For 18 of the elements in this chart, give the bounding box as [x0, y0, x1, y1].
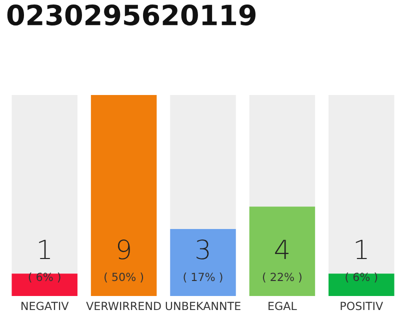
x-tick-label: EGAL: [268, 302, 297, 310]
x-tick-label: UNBEKANNTE: [166, 302, 240, 310]
annotation: ( 22% ): [262, 272, 302, 282]
bar: [12, 274, 78, 296]
bar: [328, 274, 394, 296]
x-tick-label: POSITIV: [340, 302, 384, 310]
data-label: 9: [118, 239, 130, 260]
data-label: 4: [275, 240, 288, 260]
annotation: ( 6% ): [28, 272, 60, 282]
annotation: ( 50% ): [104, 272, 144, 282]
x-tick-label: NEGATIV: [22, 302, 69, 310]
data-label: 1: [39, 240, 50, 260]
x-tick-label: VERWIRREND: [86, 302, 161, 310]
annotation: ( 17% ): [184, 272, 222, 282]
annotation: ( 6% ): [346, 272, 378, 282]
data-label: 3: [196, 239, 209, 260]
chart-title: 0230295620119: [7, 4, 256, 26]
data-label: 1: [356, 240, 367, 260]
